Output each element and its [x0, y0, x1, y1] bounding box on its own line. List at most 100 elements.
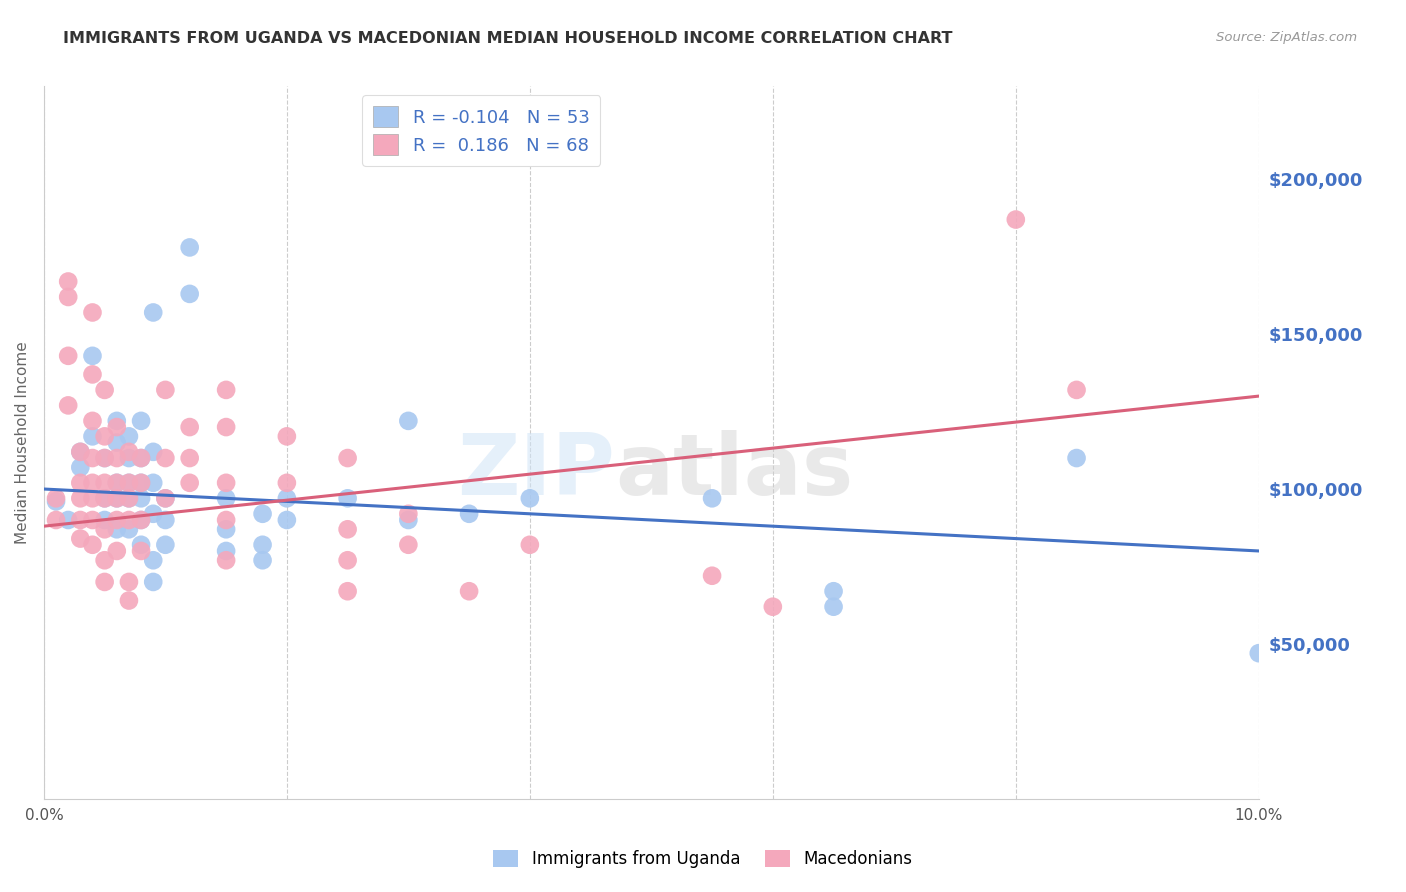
Point [396, 538, 419, 552]
Point [336, 491, 359, 506]
Point [93, 383, 115, 397]
Point [336, 553, 359, 567]
Point [118, 429, 141, 443]
Point [105, 420, 128, 434]
Point [93, 451, 115, 466]
Point [93, 429, 115, 443]
Point [118, 451, 141, 466]
Point [142, 475, 165, 490]
Point [142, 507, 165, 521]
Point [215, 544, 238, 558]
Point [56, 513, 79, 527]
Point [179, 286, 201, 301]
Point [69, 513, 91, 527]
Point [93, 451, 115, 466]
Point [45, 491, 67, 506]
Point [105, 491, 128, 506]
Point [1004, 212, 1026, 227]
Point [179, 451, 201, 466]
Point [142, 574, 165, 589]
Point [105, 414, 128, 428]
Point [56, 398, 79, 412]
Point [93, 513, 115, 527]
Point [56, 349, 79, 363]
Point [215, 522, 238, 536]
Point [82, 491, 104, 506]
Point [179, 240, 201, 254]
Y-axis label: Median Household Income: Median Household Income [15, 341, 30, 544]
Point [93, 475, 115, 490]
Point [519, 538, 541, 552]
Point [129, 544, 152, 558]
Point [56, 290, 79, 304]
Point [215, 383, 238, 397]
Point [129, 475, 152, 490]
Point [142, 445, 165, 459]
Point [129, 513, 152, 527]
Point [276, 475, 298, 490]
Point [155, 491, 177, 506]
Text: IMMIGRANTS FROM UGANDA VS MACEDONIAN MEDIAN HOUSEHOLD INCOME CORRELATION CHART: IMMIGRANTS FROM UGANDA VS MACEDONIAN MED… [63, 31, 953, 46]
Point [129, 475, 152, 490]
Point [105, 544, 128, 558]
Point [105, 491, 128, 506]
Point [129, 451, 152, 466]
Point [276, 513, 298, 527]
Point [105, 475, 128, 490]
Point [276, 491, 298, 506]
Point [179, 475, 201, 490]
Point [82, 368, 104, 382]
Point [118, 475, 141, 490]
Point [1066, 451, 1088, 466]
Point [252, 553, 274, 567]
Point [396, 414, 419, 428]
Point [45, 494, 67, 508]
Point [93, 522, 115, 536]
Point [105, 475, 128, 490]
Point [215, 491, 238, 506]
Point [155, 451, 177, 466]
Point [93, 553, 115, 567]
Point [69, 532, 91, 546]
Point [105, 522, 128, 536]
Point [118, 475, 141, 490]
Point [82, 414, 104, 428]
Point [129, 538, 152, 552]
Point [82, 349, 104, 363]
Point [215, 420, 238, 434]
Point [215, 553, 238, 567]
Point [519, 491, 541, 506]
Point [118, 491, 141, 506]
Point [82, 451, 104, 466]
Point [129, 513, 152, 527]
Point [45, 513, 67, 527]
Point [155, 538, 177, 552]
Point [118, 491, 141, 506]
Point [129, 414, 152, 428]
Point [118, 574, 141, 589]
Point [823, 584, 845, 599]
Point [252, 538, 274, 552]
Legend: R = -0.104   N = 53, R =  0.186   N = 68: R = -0.104 N = 53, R = 0.186 N = 68 [363, 95, 600, 166]
Point [179, 420, 201, 434]
Point [69, 475, 91, 490]
Point [118, 513, 141, 527]
Point [129, 491, 152, 506]
Point [458, 584, 481, 599]
Point [93, 574, 115, 589]
Point [215, 513, 238, 527]
Point [82, 538, 104, 552]
Point [336, 584, 359, 599]
Point [762, 599, 785, 614]
Point [215, 475, 238, 490]
Point [105, 435, 128, 450]
Point [118, 445, 141, 459]
Point [105, 451, 128, 466]
Text: atlas: atlas [614, 430, 853, 513]
Point [823, 599, 845, 614]
Point [396, 513, 419, 527]
Point [129, 451, 152, 466]
Point [276, 429, 298, 443]
Point [69, 491, 91, 506]
Point [155, 491, 177, 506]
